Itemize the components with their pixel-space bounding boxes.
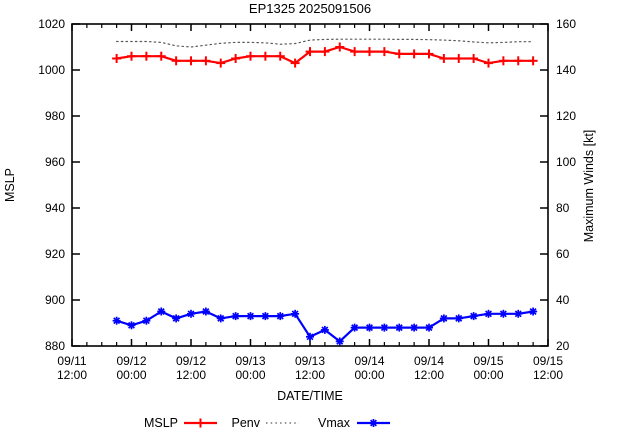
x-tick-date-label: 09/13: [295, 354, 325, 368]
vmax-point-marker: [247, 312, 254, 320]
legend-label-mslp: MSLP: [144, 416, 178, 430]
legend-marker-vmax: [370, 419, 377, 427]
vmax-point-marker: [366, 324, 373, 332]
y-right-tick-label: 140: [556, 63, 576, 77]
x-tick-date-label: 09/14: [354, 354, 384, 368]
y-right-tick-label: 40: [556, 293, 570, 307]
legend-label-penv: Penv: [232, 416, 261, 430]
vmax-point-marker: [128, 321, 135, 329]
vmax-point-marker: [142, 317, 150, 325]
x-tick-time-label: 12:00: [295, 368, 325, 382]
legend-label-vmax: Vmax: [318, 416, 351, 430]
vmax-point-marker: [276, 312, 284, 320]
vmax-point-marker: [157, 308, 165, 315]
y-right-tick-label: 20: [556, 339, 570, 353]
y-right-axis-label: Maximum Winds [kt]: [582, 130, 596, 243]
x-tick-date-label: 09/12: [116, 354, 146, 368]
y-left-tick-label: 900: [45, 293, 65, 307]
vmax-point-marker: [485, 310, 492, 318]
y-right-tick-label: 100: [556, 155, 576, 169]
vmax-point-marker: [410, 324, 418, 332]
vmax-point-marker: [291, 310, 299, 318]
vmax-point-marker: [529, 308, 537, 315]
y-right-tick-label: 60: [556, 247, 570, 261]
y-left-tick-label: 940: [45, 201, 65, 215]
vmax-point-marker: [306, 333, 314, 341]
y-left-tick-label: 1000: [38, 63, 65, 77]
y-left-tick-label: 920: [45, 247, 65, 261]
y-right-tick-label: 160: [556, 17, 576, 31]
x-tick-time-label: 00:00: [354, 368, 384, 382]
penv-line: [116, 38, 534, 48]
vmax-point-marker: [514, 310, 522, 318]
y-left-tick-label: 880: [45, 339, 65, 353]
vmax-point-marker: [499, 310, 507, 318]
vmax-point-marker: [172, 314, 180, 322]
x-tick-date-label: 09/15: [533, 354, 563, 368]
x-tick-date-label: 09/12: [176, 354, 206, 368]
y-right-tick-label: 80: [556, 201, 570, 215]
y-left-tick-label: 980: [45, 109, 65, 123]
vmax-point-marker: [425, 324, 433, 332]
x-tick-time-label: 00:00: [116, 368, 146, 382]
x-tick-date-label: 09/13: [235, 354, 265, 368]
y-left-tick-label: 960: [45, 155, 65, 169]
plot-border: [71, 23, 549, 347]
x-tick-time-label: 00:00: [235, 368, 265, 382]
y-right-tick-label: 120: [556, 109, 576, 123]
vmax-point-marker: [261, 312, 269, 320]
x-tick-time-label: 12:00: [414, 368, 444, 382]
vmax-point-marker: [336, 337, 344, 345]
vmax-point-marker: [187, 310, 195, 318]
x-tick-time-label: 12:00: [533, 368, 563, 382]
vmax-point-marker: [440, 314, 448, 322]
x-tick-date-label: 09/14: [414, 354, 444, 368]
vmax-point-marker: [380, 324, 388, 332]
vmax-point-marker: [470, 312, 478, 320]
x-tick-time-label: 12:00: [57, 368, 87, 382]
vmax-point-marker: [232, 312, 240, 320]
x-axis-label: DATE/TIME: [277, 389, 343, 403]
vmax-point-marker: [351, 324, 359, 332]
y-left-axis-label: MSLP: [3, 168, 17, 202]
vmax-point-marker: [455, 314, 463, 322]
x-tick-date-label: 09/11: [57, 354, 86, 368]
vmax-point-marker: [202, 308, 210, 315]
vmax-point-marker: [321, 326, 329, 334]
x-tick-time-label: 00:00: [473, 368, 503, 382]
chart-title: EP1325 2025091506: [249, 1, 371, 16]
y-left-tick-label: 1020: [38, 17, 65, 31]
x-tick-time-label: 12:00: [176, 368, 206, 382]
vmax-point-marker: [395, 324, 403, 332]
vmax-point-marker: [113, 317, 121, 325]
vmax-point-marker: [217, 314, 225, 322]
x-tick-date-label: 09/15: [473, 354, 503, 368]
